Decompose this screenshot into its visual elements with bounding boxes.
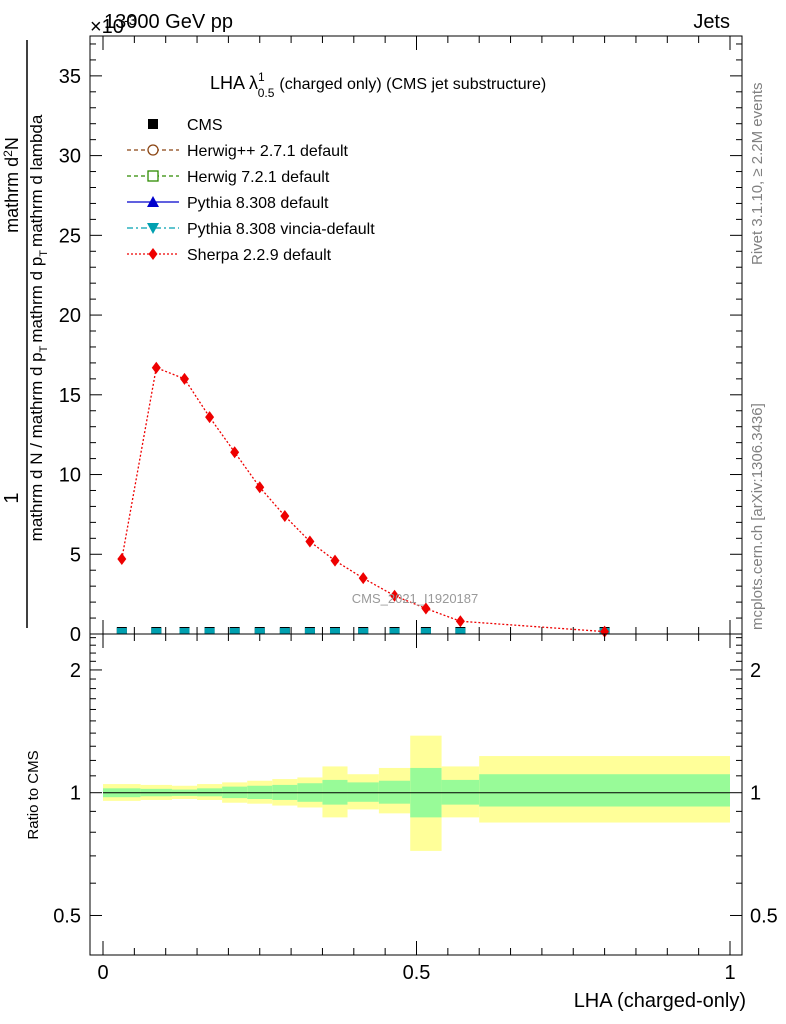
sherpa-series-line <box>121 366 605 633</box>
sherpa-data-point <box>421 602 431 615</box>
y-tick-label: 15 <box>59 385 81 407</box>
ratio-y-tick-label: 0.5 <box>53 905 81 927</box>
header-energy: 13000 GeV pp <box>104 11 233 33</box>
ratio-inner-band <box>479 774 730 807</box>
ratio-panel: 0.5 0.5 1 1 2 2 0 0.5 1 <box>53 633 778 984</box>
legend-entry-label: Sherpa 2.2.9 default <box>187 247 332 264</box>
plot-title: LHA λ1 0.5 (charged only) (CMS jet substru… <box>210 70 546 100</box>
legend-marker-triangle-up <box>147 196 159 207</box>
mc-near-zero-marker <box>179 628 190 634</box>
legend-entry-label: Herwig++ 2.7.1 default <box>187 143 349 160</box>
sherpa-data-point <box>280 509 290 522</box>
sherpa-data-point <box>358 572 368 585</box>
y-tick-label: 20 <box>59 305 81 327</box>
ratio-y-tick-label: 1 <box>70 783 81 805</box>
ratio-y-tick-label-right: 1 <box>750 783 761 805</box>
legend-marker-open-square <box>147 170 159 182</box>
sherpa-data-point <box>180 372 190 385</box>
mc-near-zero-marker <box>204 628 215 634</box>
ylabel-denominator: mathrm d N / mathrm d pTmathrm d pTmathr… <box>27 114 50 541</box>
y-tick-label: 35 <box>59 66 81 88</box>
x-tick-label: 0.5 <box>403 962 431 984</box>
sherpa-data-point <box>390 589 400 602</box>
mc-near-zero-marker <box>116 628 127 634</box>
rivet-label: Rivet 3.1.10, ≥ 2.2M events <box>749 83 766 266</box>
sherpa-data-point <box>455 615 465 628</box>
sherpa-data-point <box>151 361 161 374</box>
exponent-label: ×10-3 <box>90 12 137 38</box>
legend-entry-label: Herwig 7.2.1 default <box>187 169 330 186</box>
x-tick-label: 1 <box>724 962 735 984</box>
y-tick-label: 30 <box>59 146 81 168</box>
legend-entry-label: Pythia 8.308 vincia-default <box>187 221 375 238</box>
ratio-y-tick-label: 2 <box>70 660 81 682</box>
header-jets: Jets <box>693 11 730 33</box>
legend-marker-diamond <box>148 248 158 260</box>
y-tick-label: 25 <box>59 225 81 247</box>
sherpa-data-point <box>255 481 265 494</box>
ylabel-one: 1 <box>1 492 23 503</box>
sherpa-data-point <box>330 554 340 567</box>
y-tick-label: 5 <box>70 544 81 566</box>
ratio-inner-band <box>347 782 379 802</box>
main-panel: 0 5 10 15 20 25 30 35 <box>59 35 743 646</box>
mc-near-zero-marker <box>389 628 400 634</box>
sherpa-data-point <box>117 553 127 566</box>
mc-near-zero-marker <box>304 628 315 634</box>
ratio-y-tick-label-right: 0.5 <box>750 905 778 927</box>
y-tick-label: 0 <box>70 624 81 646</box>
legend-entry-label: CMS <box>187 117 223 134</box>
mc-near-zero-marker <box>254 628 265 634</box>
sherpa-data-point <box>205 411 215 424</box>
mc-near-zero-marker <box>279 628 290 634</box>
legend-marker-square <box>148 119 158 129</box>
mc-near-zero-marker <box>420 628 431 634</box>
sherpa-data-point <box>305 535 315 548</box>
analysis-watermark: CMS_2021_I1920187 <box>352 591 479 606</box>
legend-entry-label: Pythia 8.308 default <box>187 195 329 212</box>
sherpa-data-point <box>600 625 610 638</box>
ratio-inner-band <box>378 780 411 804</box>
main-y-axis-label: 1 mathrm d2N mathrm d N / mathrm d pTmat… <box>1 40 50 628</box>
y-tick-label: 10 <box>59 465 81 487</box>
x-tick-label: 0 <box>97 962 108 984</box>
mc-near-zero-marker <box>329 628 340 634</box>
ylabel-numerator: mathrm d2N <box>1 137 22 233</box>
mcplots-label: mcplots.cern.ch [arXiv:1306.3436] <box>749 403 766 630</box>
mc-near-zero-marker <box>229 628 240 634</box>
ratio-y-axis-label: Ratio to CMS <box>25 750 42 839</box>
legend-marker-circle <box>147 144 159 156</box>
mc-near-zero-marker <box>455 628 466 634</box>
ratio-y-tick-label-right: 2 <box>750 660 761 682</box>
mc-near-zero-marker <box>151 628 162 634</box>
legend-marker-triangle-down <box>147 223 159 234</box>
legend: CMS Herwig++ 2.7.1 default Herwig 7.2.1 de… <box>127 117 375 264</box>
sherpa-data-point <box>230 446 240 459</box>
mc-near-zero-marker <box>358 628 369 634</box>
x-axis-label: LHA (charged-only) <box>574 990 746 1012</box>
